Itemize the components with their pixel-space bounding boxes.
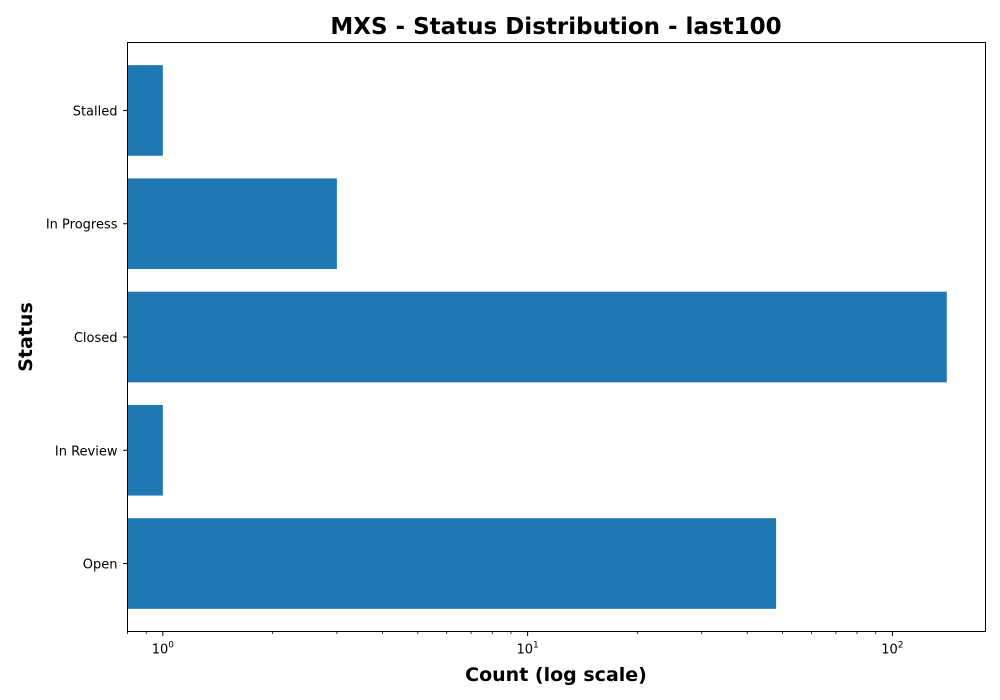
y-axis-ticks: Open In Review Closed In Progress Stalled xyxy=(46,104,128,573)
y-tick-label-closed: Closed xyxy=(74,331,118,346)
bar-closed xyxy=(127,291,947,383)
x-tick-label: 102 xyxy=(881,641,903,658)
bar-in-review xyxy=(127,404,163,496)
x-tick-label: 101 xyxy=(516,641,538,658)
x-axis-ticks: 100 101 102 xyxy=(127,631,904,658)
bar-stalled xyxy=(127,65,163,156)
y-tick-label-in-review: In Review xyxy=(55,444,118,459)
y-tick-label-in-progress: In Progress xyxy=(46,218,118,233)
x-axis-label: Count (log scale) xyxy=(465,664,647,686)
x-tick-label: 100 xyxy=(152,641,175,658)
bar-open xyxy=(127,518,777,609)
bar-in-progress xyxy=(127,178,337,270)
y-tick-label-stalled: Stalled xyxy=(73,104,118,119)
y-axis-label: Status xyxy=(15,302,37,372)
y-tick-label-open: Open xyxy=(83,558,118,573)
bars-group xyxy=(127,65,947,609)
chart-title: MXS - Status Distribution - last100 xyxy=(330,14,781,40)
